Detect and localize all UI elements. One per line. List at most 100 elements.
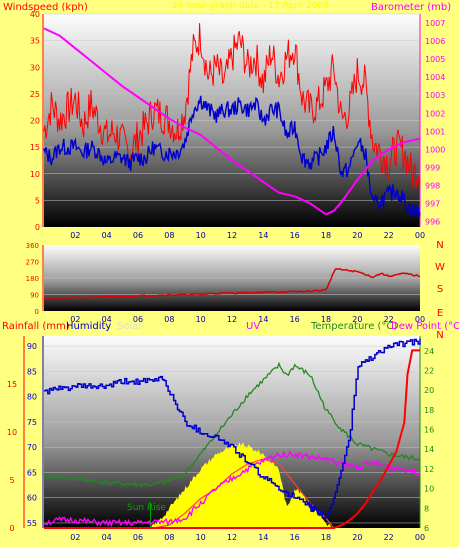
direction-tick: 90 [30, 292, 39, 300]
dew-point-line [43, 449, 421, 528]
time-tick: 18 [321, 315, 331, 324]
sunrise-label: Sun Rise [127, 503, 166, 513]
temperature-tick: 16 [424, 426, 434, 435]
barometer-tick: 1006 [425, 37, 445, 46]
humidity-tick: 65 [27, 468, 37, 477]
temperature-tick: 14 [424, 445, 434, 454]
time-tick: 06 [133, 231, 143, 240]
windspeed-tick: 0 [35, 223, 40, 232]
barometer-tick: 1003 [425, 91, 445, 100]
mid-series [43, 261, 421, 300]
compass-label: N [436, 240, 443, 251]
humidity-tick: 60 [27, 494, 37, 503]
rainfall-tick: 0 [9, 524, 14, 533]
top-time-ticks: 02 04 06 08 10 12 14 16 18 20 22 00 [70, 231, 425, 240]
windspeed-tick: 5 [35, 196, 40, 205]
uv-axis-title: UV [246, 321, 260, 332]
uv-line [153, 458, 335, 529]
solar-axis-title: Solar [117, 321, 143, 332]
barometer-tick: 1004 [425, 73, 445, 82]
temperature-tick: 12 [424, 465, 434, 474]
humidity-ticks: 55 60 65 70 75 80 85 90 [27, 342, 37, 528]
time-tick: 06 [133, 533, 143, 542]
windspeed-tick: 35 [30, 37, 40, 46]
rainfall-line [44, 349, 420, 529]
humidity-tick: 55 [27, 519, 37, 528]
rainfall-tick: 5 [9, 476, 14, 485]
humidity-axis-title: Humidity [66, 321, 111, 332]
time-tick: 06 [133, 315, 143, 324]
time-tick: 00 [415, 231, 425, 240]
time-tick: 20 [352, 533, 362, 542]
time-tick: 14 [258, 231, 268, 240]
barometer-axis-title: Barometer (mb) [371, 2, 451, 13]
compass-label: S [437, 284, 443, 295]
barometer-tick: 1005 [425, 55, 445, 64]
time-tick: 12 [227, 231, 237, 240]
barometer-tick: 999 [425, 163, 440, 172]
time-tick: 02 [70, 231, 80, 240]
mid-time-ticks: 02 04 06 08 10 12 14 16 18 20 22 00 [70, 315, 425, 324]
rainfall-axis-title: Rainfall (mm) [2, 321, 70, 332]
humidity-tick: 85 [27, 367, 37, 376]
time-tick: 10 [196, 315, 206, 324]
time-tick: 16 [290, 231, 300, 240]
barometer-tick: 996 [425, 218, 440, 227]
average-wind-line [43, 95, 421, 218]
barometer-tick: 1007 [425, 19, 445, 28]
time-tick: 00 [415, 315, 425, 324]
time-tick: 18 [321, 231, 331, 240]
barometer-tick: 1000 [425, 145, 445, 154]
temperature-tick: 6 [424, 524, 429, 533]
solar-area [150, 442, 334, 528]
time-tick: 20 [352, 231, 362, 240]
barometer-tick: 997 [425, 200, 440, 209]
rainfall-tick: 15 [7, 380, 17, 389]
time-tick: 16 [290, 315, 300, 324]
windspeed-tick: 40 [30, 10, 40, 19]
dewpoint-axis-title: Dew Point (°C) [391, 321, 459, 332]
time-tick: 08 [164, 315, 174, 324]
windspeed-tick: 30 [30, 63, 40, 72]
windspeed-axis-title: Windspeed (kph) [3, 2, 88, 13]
time-tick: 16 [290, 533, 300, 542]
time-tick: 08 [164, 533, 174, 542]
temperature-tick: 20 [424, 386, 434, 395]
humidity-tick: 90 [27, 342, 37, 351]
barometer-tick: 998 [425, 181, 440, 190]
direction-tick: 0 [35, 308, 39, 316]
time-tick: 04 [102, 533, 112, 542]
direction-tick: 270 [26, 259, 39, 267]
barometer-line [43, 27, 421, 216]
temperature-axis-title: Temperature (°C) [310, 321, 397, 332]
compass-labels: N W S E N [435, 240, 445, 341]
time-tick: 10 [196, 231, 206, 240]
windspeed-tick: 25 [30, 90, 40, 99]
temperature-tick: 22 [424, 366, 434, 375]
time-tick: 22 [384, 315, 394, 324]
barometer-tick: 1002 [425, 109, 445, 118]
humidity-tick: 70 [27, 443, 37, 452]
wind-direction-line [43, 268, 421, 300]
top-series [43, 13, 421, 218]
compass-label: N [436, 330, 443, 341]
temperature-line [43, 361, 421, 488]
compass-label: W [435, 262, 445, 273]
windspeed-ticks: 0 5 10 15 20 25 30 35 40 [30, 10, 40, 232]
time-tick: 12 [227, 533, 237, 542]
time-tick: 14 [258, 533, 268, 542]
bottom-time-ticks: 02 04 06 08 10 12 14 16 18 20 22 00 [70, 533, 425, 542]
humidity-line [44, 338, 421, 519]
gust-line [43, 23, 421, 190]
time-tick: 02 [70, 315, 80, 324]
temperature-tick: 10 [424, 485, 434, 494]
time-tick: 14 [258, 315, 268, 324]
direction-tick: 360 [26, 242, 39, 250]
rainfall-ticks: 0 5 10 15 [7, 380, 17, 533]
time-tick: 12 [227, 315, 237, 324]
time-tick: 02 [70, 533, 80, 542]
windspeed-tick: 10 [30, 170, 40, 179]
time-tick: 10 [196, 533, 206, 542]
